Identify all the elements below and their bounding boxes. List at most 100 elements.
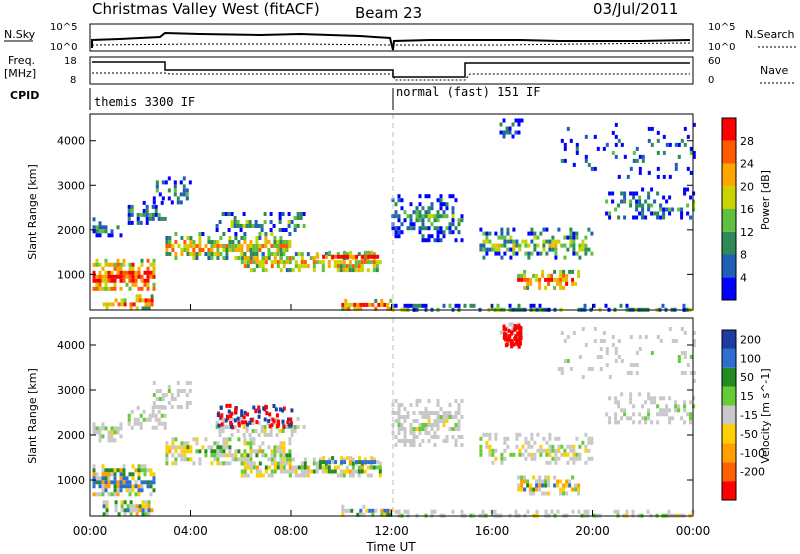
heatmap-cell	[104, 468, 108, 473]
heatmap-cell	[614, 396, 618, 401]
heatmap-cell	[192, 461, 196, 466]
heatmap-cell	[255, 252, 259, 256]
heatmap-cell	[436, 226, 440, 231]
heatmap-cell	[502, 335, 506, 340]
heatmap-cell	[421, 206, 425, 211]
heatmap-cell	[535, 483, 539, 488]
heatmap-cell	[229, 414, 233, 418]
colorbar-tick-label: -200	[740, 466, 765, 479]
heatmap-cell	[306, 252, 310, 257]
heatmap-cell	[665, 412, 669, 417]
heatmap-cell	[140, 258, 144, 263]
heatmap-cell	[524, 436, 528, 441]
heatmap-cell	[340, 460, 344, 465]
heatmap-cell	[216, 240, 220, 244]
heatmap-cell	[566, 444, 570, 449]
heatmap-cell	[692, 122, 696, 127]
heatmap-cell	[363, 469, 367, 474]
heatmap-cell	[662, 211, 666, 216]
y-tick-label: 2000	[57, 224, 85, 237]
heatmap-cell	[325, 460, 329, 465]
heatmap-cell	[553, 475, 557, 480]
heatmap-cell	[279, 244, 283, 248]
time-tick-label: 12:00	[374, 524, 409, 538]
heatmap-cell	[138, 294, 142, 299]
heatmap-cell	[418, 443, 422, 447]
heatmap-cell	[289, 423, 293, 428]
heatmap-cell	[116, 426, 120, 431]
heatmap-cell	[571, 475, 575, 480]
heatmap-cell	[665, 408, 669, 413]
heatmap-cell	[257, 224, 261, 228]
heatmap-cell	[116, 225, 120, 230]
heatmap-cell	[611, 343, 615, 347]
heatmap-cell	[129, 504, 133, 509]
heatmap-cell	[448, 226, 452, 231]
heatmap-cell	[213, 240, 217, 244]
heatmap-cell	[104, 472, 108, 477]
heatmap-cell	[328, 460, 332, 465]
heatmap-cell	[551, 239, 555, 244]
heatmap-cell	[258, 244, 262, 248]
heatmap-cell	[137, 484, 141, 489]
heatmap-cell	[150, 302, 154, 307]
heatmap-cell	[524, 448, 528, 453]
heatmap-cell	[517, 475, 521, 480]
colorbar-swatch	[722, 443, 736, 463]
heatmap-cell	[285, 240, 289, 244]
heatmap-cell	[179, 405, 183, 409]
heatmap-cell	[644, 335, 648, 339]
heatmap-cell	[355, 460, 359, 465]
heatmap-cell	[107, 468, 111, 473]
heatmap-cell	[412, 431, 416, 435]
heatmap-cell	[138, 298, 142, 303]
heatmap-cell	[516, 342, 520, 347]
heatmap-cell	[343, 460, 347, 465]
heatmap-cell	[92, 286, 96, 291]
heatmap-cell	[520, 273, 524, 278]
heatmap-cell	[293, 216, 297, 220]
heatmap-cell	[527, 452, 531, 457]
heatmap-cell	[345, 252, 349, 257]
heatmap-cell	[294, 252, 298, 257]
heatmap-cell	[481, 509, 485, 514]
heatmap-cell	[617, 339, 621, 343]
heatmap-cell	[351, 268, 355, 273]
heatmap-cell	[451, 210, 455, 215]
heatmap-cell	[436, 415, 440, 419]
heatmap-cell	[451, 222, 455, 227]
heatmap-cell	[322, 460, 326, 465]
heatmap-cell	[165, 252, 169, 256]
heatmap-cell	[433, 431, 437, 435]
heatmap-cell	[122, 270, 126, 275]
heatmap-cell	[544, 509, 548, 514]
heatmap-cell	[457, 427, 461, 431]
heatmap-cell	[123, 512, 127, 517]
heatmap-cell	[563, 448, 567, 453]
heatmap-cell	[142, 200, 146, 205]
heatmap-cell	[433, 435, 437, 439]
heatmap-cell	[131, 472, 135, 477]
heatmap-cell	[321, 260, 325, 265]
heatmap-cell	[562, 483, 566, 488]
heatmap-cell	[113, 468, 117, 473]
heatmap-cell	[270, 453, 274, 458]
heatmap-cell	[344, 302, 348, 307]
heatmap-cell	[632, 158, 636, 163]
heatmap-cell	[536, 432, 540, 437]
heatmap-cell	[533, 231, 537, 236]
heatmap-cell	[457, 303, 461, 308]
heatmap-cell	[400, 423, 404, 427]
heatmap-cell	[560, 243, 564, 248]
heatmap-cell	[659, 207, 663, 212]
heatmap-cell	[276, 445, 280, 450]
heatmap-cell	[237, 256, 241, 260]
heatmap-cell	[545, 227, 549, 232]
heatmap-cell	[137, 266, 141, 271]
heatmap-cell	[101, 426, 105, 431]
heatmap-cell	[629, 166, 633, 171]
heatmap-cell	[538, 285, 542, 290]
heatmap-cell	[641, 158, 645, 163]
heatmap-cell	[372, 260, 376, 265]
heatmap-cell	[638, 420, 642, 425]
